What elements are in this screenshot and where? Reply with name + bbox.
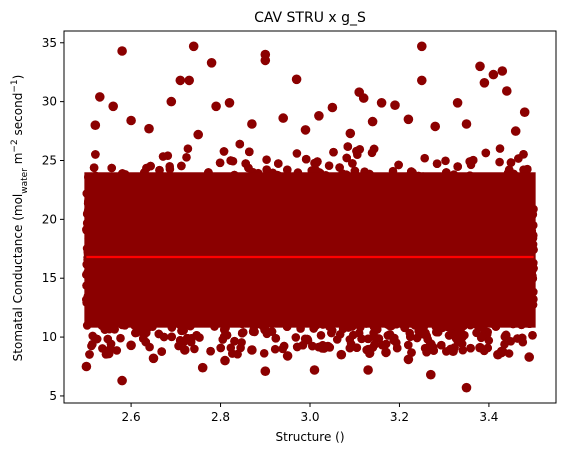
- data-layer: [81, 41, 538, 393]
- y-axis-label-end: ): [11, 75, 25, 80]
- scatter-point: [270, 344, 280, 354]
- plot-area: [81, 41, 538, 393]
- y-axis-label-sup2: −1: [10, 79, 20, 92]
- y-axis-label-tail: second: [11, 93, 25, 140]
- chart-title: CAV STRU x g_S: [254, 10, 366, 26]
- scatter-point: [165, 162, 174, 171]
- scatter-point: [190, 344, 199, 354]
- scatter-point: [500, 340, 509, 349]
- y-axis-label: Stomatal Conductance (molwater m−2 secon…: [10, 75, 30, 362]
- scatter-point: [291, 333, 301, 342]
- scatter-point: [349, 330, 358, 340]
- scatter-point: [316, 331, 326, 340]
- scatter-point: [262, 155, 271, 164]
- point-cloud: [82, 139, 538, 359]
- scatter-point: [495, 144, 505, 153]
- scatter-point: [458, 345, 468, 355]
- scatter-point: [495, 157, 504, 167]
- scatter-point: [442, 347, 451, 356]
- scatter-point: [420, 153, 430, 163]
- y-axis-label-sub: water: [20, 168, 30, 194]
- scatter-point: [324, 161, 334, 170]
- scatter-point: [259, 349, 269, 358]
- scatter-point: [183, 144, 193, 153]
- y-axis-label-sup1: −2: [10, 139, 20, 152]
- y-axis-label-mid: m: [11, 153, 25, 169]
- scatter-point: [116, 333, 125, 343]
- scatter-point: [441, 156, 450, 166]
- scatter-point: [335, 330, 345, 339]
- scatter-point: [182, 153, 191, 162]
- scatter-point: [237, 338, 246, 347]
- y-axis-label-main: Stomatal Conductance (mol: [11, 194, 25, 362]
- scatter-point: [292, 149, 302, 158]
- x-axis-label: Structure (): [276, 430, 345, 444]
